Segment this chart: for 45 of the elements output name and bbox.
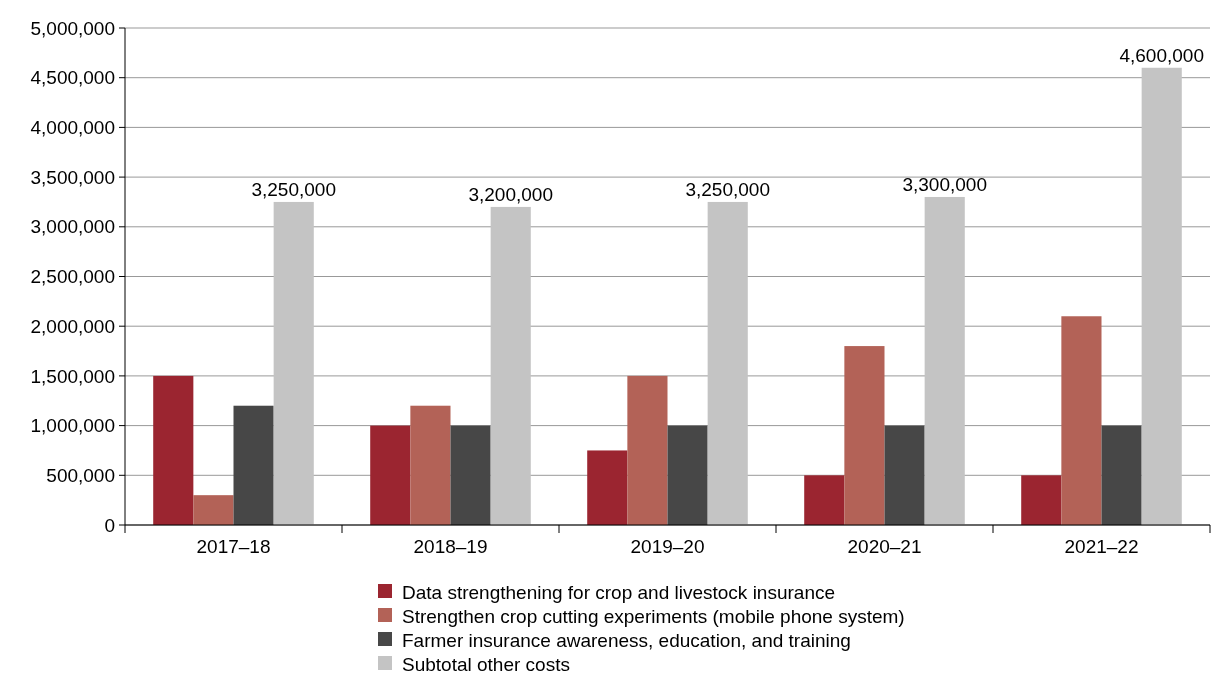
bar: [924, 196, 965, 525]
x-tick-label: 2017–18: [196, 536, 271, 557]
bar: [587, 450, 628, 525]
y-tick-label: 3,500,000: [30, 166, 115, 188]
data-label: 4,600,000: [1119, 44, 1204, 66]
legend-label: Data strengthening for crop and livestock insurance: [402, 581, 836, 603]
data-label: 3,250,000: [685, 178, 770, 200]
y-tick-label: 0: [104, 514, 115, 536]
data-label: 3,200,000: [468, 183, 553, 205]
bar: [410, 405, 451, 525]
legend-label: Farmer insurance awareness, education, and training: [402, 629, 851, 651]
bar: [707, 201, 748, 525]
y-tick-label: 5,000,000: [30, 17, 115, 39]
bar: [233, 405, 274, 525]
bar: [1101, 425, 1142, 525]
bar: [804, 475, 845, 525]
y-tick-label: 2,000,000: [30, 315, 115, 337]
y-tick-label: 4,500,000: [30, 67, 115, 89]
bar: [370, 425, 411, 525]
bar: [450, 425, 491, 525]
bar: [193, 495, 234, 525]
legend-label: Subtotal other costs: [402, 653, 570, 675]
data-label: 3,250,000: [251, 178, 336, 200]
bar: [667, 425, 708, 525]
bar: [273, 201, 314, 525]
x-tick-label: 2018–19: [413, 536, 488, 557]
y-tick-label: 4,000,000: [30, 117, 115, 139]
bar: [1061, 316, 1102, 525]
bar: [1141, 67, 1182, 525]
y-tick-label: 3,000,000: [30, 216, 115, 238]
bar: [884, 425, 925, 525]
data-label: 3,300,000: [902, 173, 987, 195]
x-tick-label: 2021–22: [1064, 536, 1139, 557]
bar: [1021, 475, 1062, 525]
bar: [153, 375, 194, 525]
x-tick-label: 2020–21: [847, 536, 922, 557]
x-tick-label: 2019–20: [630, 536, 705, 557]
y-tick-label: 1,000,000: [30, 415, 115, 437]
legend-label: Strengthen crop cutting experiments (mobile phone system): [402, 605, 905, 627]
y-tick-label: 2,500,000: [30, 266, 115, 288]
bar: [844, 346, 885, 525]
bar: [490, 206, 531, 525]
bar: [627, 375, 668, 525]
y-tick-label: 500,000: [46, 464, 115, 486]
y-tick-label: 1,500,000: [30, 365, 115, 387]
